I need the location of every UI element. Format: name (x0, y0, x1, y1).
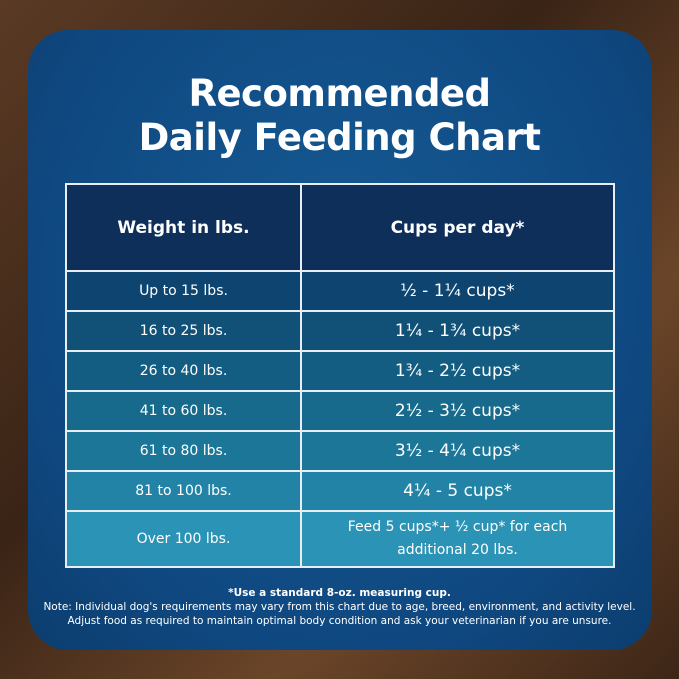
cups-cell: 4¼ - 5 cups* (300, 470, 615, 512)
feeding-table: Weight in lbs. Cups per day* Up to 15 lb… (65, 183, 615, 568)
cups-cell: 3½ - 4¼ cups* (300, 430, 615, 472)
weight-cell: 16 to 25 lbs. (65, 310, 302, 352)
cups-cell: Feed 5 cups*+ ½ cup* for each additional… (300, 510, 615, 568)
table-row: 81 to 100 lbs. 4¼ - 5 cups* (65, 470, 615, 512)
weight-cell: 26 to 40 lbs. (65, 350, 302, 392)
weight-cell: Over 100 lbs. (65, 510, 302, 568)
chart-title: Recommended Daily Feeding Chart (0, 72, 679, 160)
table-row: 61 to 80 lbs. 3½ - 4¼ cups* (65, 430, 615, 472)
table-row: 26 to 40 lbs. 1¾ - 2½ cups* (65, 350, 615, 392)
weight-cell: Up to 15 lbs. (65, 270, 302, 312)
title-line-1: Recommended (188, 72, 491, 115)
header-weight: Weight in lbs. (65, 183, 302, 272)
table-row: Over 100 lbs. Feed 5 cups*+ ½ cup* for ea… (65, 510, 615, 568)
cups-cell: 1¼ - 1¾ cups* (300, 310, 615, 352)
note-line-1: Note: Individual dog's requirements may … (43, 601, 636, 613)
weight-cell: 61 to 80 lbs. (65, 430, 302, 472)
cups-cell: 1¾ - 2½ cups* (300, 350, 615, 392)
footnote: *Use a standard 8-oz. measuring cup. (228, 587, 451, 599)
table-row: 16 to 25 lbs. 1¼ - 1¾ cups* (65, 310, 615, 352)
table-row: 41 to 60 lbs. 2½ - 3½ cups* (65, 390, 615, 432)
cups-cell: ½ - 1¼ cups* (300, 270, 615, 312)
weight-cell: 41 to 60 lbs. (65, 390, 302, 432)
title-line-2: Daily Feeding Chart (138, 116, 541, 159)
header-cups: Cups per day* (300, 183, 615, 272)
table-row: Up to 15 lbs. ½ - 1¼ cups* (65, 270, 615, 312)
cups-cell: 2½ - 3½ cups* (300, 390, 615, 432)
note-line-2: Adjust food as required to maintain opti… (67, 615, 612, 627)
weight-cell: 81 to 100 lbs. (65, 470, 302, 512)
